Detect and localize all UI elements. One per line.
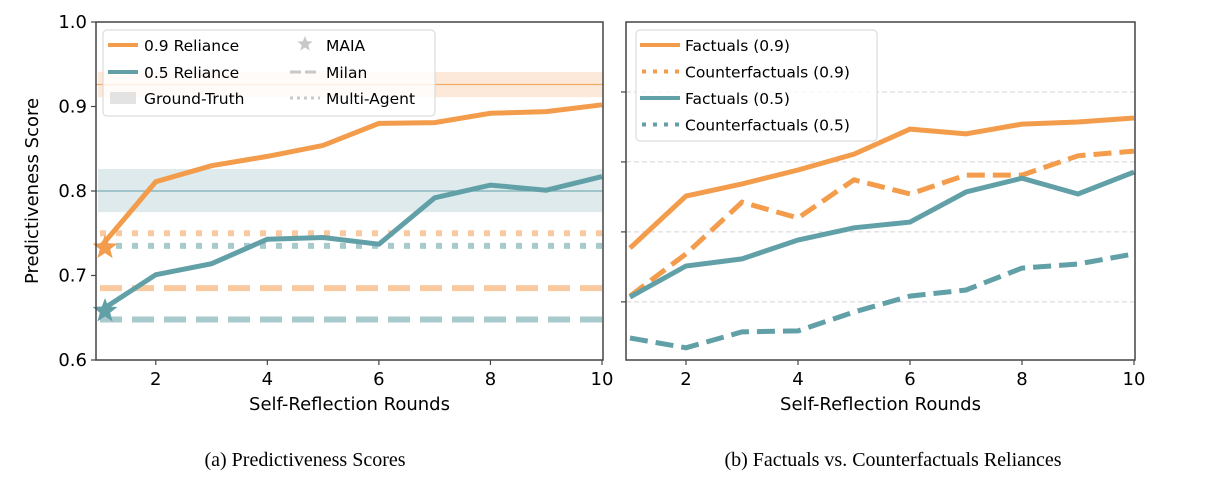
legend-item: Counterfactuals (0.5) — [642, 117, 850, 135]
legend-item: Factuals (0.9) — [640, 37, 790, 55]
legend: Factuals (0.9) Counterfactuals (0.9) Factu… — [635, 29, 878, 142]
y-ticks — [621, 91, 626, 303]
legend-item: Ground-Truth — [110, 90, 244, 108]
legend-label: MAIA — [326, 37, 366, 55]
legend-item: 0.5 Reliance — [108, 64, 239, 82]
legend-label: 0.5 Reliance — [144, 64, 239, 82]
series-line-0-5-reliance — [98, 174, 603, 314]
series-line-counterfactuals-0-9- — [628, 148, 1135, 299]
panel-b-factuals-vs-counterfactuals: 2 4 6 8 10 Self-Reflection Rounds Factuals (… — [621, 21, 1145, 415]
series-line-counterfactuals-0-5- — [629, 251, 1135, 351]
legend-label: Factuals (0.5) — [685, 90, 790, 108]
x-tick-label: 2 — [150, 369, 161, 390]
x-ticks: 2 4 6 8 10 — [680, 360, 1145, 390]
series-line-factuals-0-5- — [628, 169, 1135, 300]
legend-item: Multi-Agent — [290, 90, 415, 108]
legend-label: Counterfactuals (0.5) — [685, 117, 850, 135]
legend-box — [635, 29, 878, 142]
x-tick-label: 8 — [485, 369, 496, 390]
x-ticks: 2 4 6 8 10 — [150, 360, 613, 390]
x-tick-label: 10 — [591, 369, 614, 390]
x-tick-label: 4 — [262, 369, 273, 390]
y-tick-label: 0.9 — [58, 97, 87, 118]
plot-frame — [625, 21, 1136, 361]
legend-label: 0.9 Reliance — [144, 37, 239, 55]
legend-label: Counterfactuals (0.9) — [685, 64, 850, 82]
legend-item: MAIA — [297, 36, 366, 55]
x-tick-label: 6 — [373, 369, 384, 390]
series-lines — [98, 102, 603, 314]
legend-label: Factuals (0.9) — [685, 37, 790, 55]
x-axis-label: Self-Reflection Rounds — [780, 394, 981, 415]
series-lines — [628, 115, 1135, 351]
y-tick-label: 0.8 — [58, 181, 87, 202]
maia-star-marker — [92, 298, 118, 322]
maia-star-marker — [92, 234, 118, 259]
legend-label: Ground-Truth — [144, 90, 244, 108]
legend-box — [102, 29, 436, 117]
legend-label: Multi-Agent — [326, 90, 415, 108]
y-ticks: 0.6 0.7 0.8 0.9 1.0 — [58, 12, 96, 371]
y-axis-label: Predictiveness Score — [22, 98, 43, 284]
panel-a-predictiveness-scores: 2 4 6 8 10 0.6 0.7 0.8 0.9 1.0 Self-Reflection R… — [22, 12, 613, 415]
legend-item: Factuals (0.5) — [640, 90, 790, 108]
legend-item: 0.9 Reliance — [108, 37, 239, 55]
maia-markers — [92, 234, 118, 322]
legend-item: Milan — [290, 64, 367, 82]
y-tick-label: 1.0 — [58, 12, 87, 33]
legend-item: Counterfactuals (0.9) — [642, 64, 850, 82]
x-tick-label: 10 — [1123, 369, 1146, 390]
legend: 0.9 Reliance 0.5 Reliance Ground-Truth MAIA… — [102, 29, 436, 117]
x-tick-label: 6 — [904, 369, 915, 390]
x-axis-label: Self-Reflection Rounds — [249, 394, 450, 415]
legend-label: Milan — [326, 64, 367, 82]
y-tick-label: 0.7 — [58, 266, 87, 287]
x-tick-label: 8 — [1016, 369, 1027, 390]
series-line-factuals-0-9- — [628, 115, 1135, 250]
reference-lines — [100, 230, 603, 323]
y-tick-label: 0.6 — [58, 350, 87, 371]
caption-b: (b) Factuals vs. Counterfactuals Relianc… — [724, 449, 1061, 471]
legend-swatch-band — [110, 92, 136, 104]
caption-a: (a) Predictiveness Scores — [204, 449, 405, 471]
legend-star-icon — [297, 36, 313, 51]
series-line-0-9-reliance — [98, 102, 603, 250]
x-tick-label: 4 — [792, 369, 803, 390]
x-tick-label: 2 — [680, 369, 691, 390]
